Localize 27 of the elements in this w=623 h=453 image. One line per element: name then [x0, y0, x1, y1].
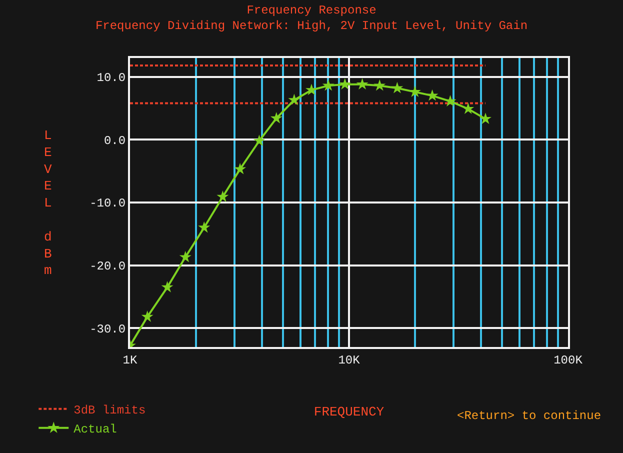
point [198, 221, 210, 233]
text: <Return> to continue [457, 409, 602, 423]
point [179, 250, 192, 262]
x-axis-title: FREQUENCY [314, 404, 384, 420]
legend-label: 3dB limits [74, 404, 146, 418]
x-tick-label: 1K [122, 353, 138, 368]
point [374, 79, 386, 91]
point [216, 190, 229, 202]
point [322, 79, 334, 91]
chart-subtitle: Frequency Dividing Network: High, 2V Input Level, Unity Gain [95, 19, 528, 34]
point [356, 78, 368, 90]
text: LEVEL dBm [44, 128, 52, 278]
x-tick-label: 100K [554, 353, 584, 368]
x-tick-label: 10K [338, 353, 361, 368]
point [391, 82, 404, 94]
y-tick-label: 0.0 [104, 134, 126, 148]
legend-label: Actual [74, 422, 117, 437]
y-tick-label: -10.0 [90, 196, 126, 211]
point [480, 112, 492, 124]
y-tick-label: 10.0 [96, 71, 126, 86]
point [234, 162, 246, 174]
point [462, 102, 474, 114]
point [338, 78, 351, 90]
chart-title: Frequency Response [246, 4, 376, 18]
y-tick-label: -30.0 [90, 322, 126, 336]
point [426, 89, 438, 101]
y-tick-label: -20.0 [90, 260, 126, 274]
